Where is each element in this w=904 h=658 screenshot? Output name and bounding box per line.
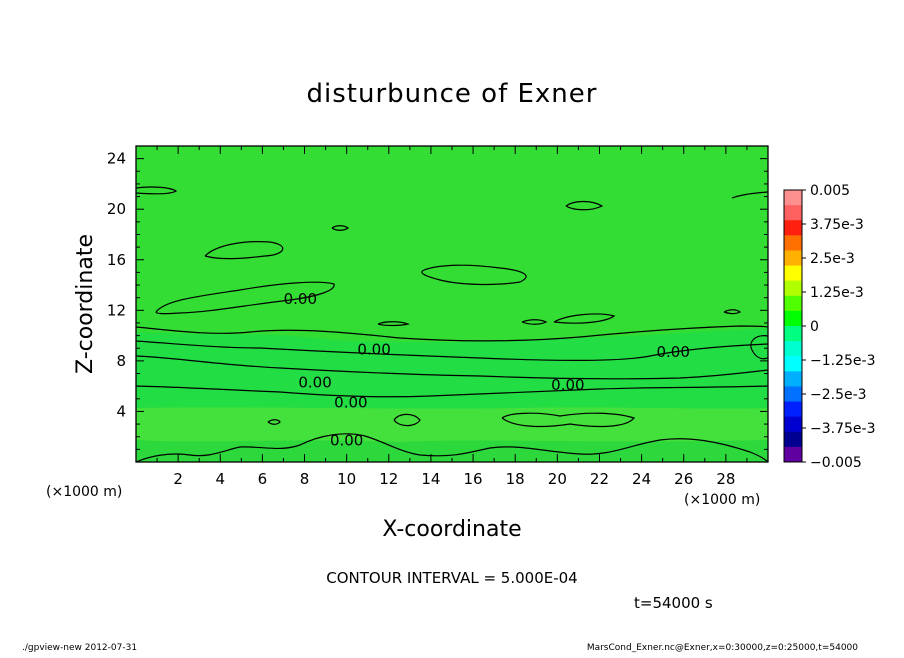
y-axis-label: Z-coordinate <box>73 234 98 374</box>
contour-label: 0.00 <box>334 394 367 412</box>
x-tick-label: 2 <box>173 470 183 488</box>
contour-line <box>723 309 742 315</box>
x-tick-label: 26 <box>674 470 693 488</box>
colorbar-swatch <box>784 341 802 357</box>
y-tick-label: 24 <box>107 150 126 168</box>
contour-label: 0.00 <box>357 341 390 359</box>
x-axis: 2 4 6 8 10 12 14 16 18 20 22 24 26 28 <box>156 146 748 488</box>
colorbar-tick-label: −2.5e-3 <box>810 387 867 403</box>
x-tick-label: 8 <box>300 470 310 488</box>
colorbar-tick-label: 0 <box>810 319 819 335</box>
contour-label: 0.00 <box>551 376 584 394</box>
x-tick-label: 14 <box>421 470 440 488</box>
x-tick-label: 4 <box>215 470 225 488</box>
footer-right: MarsCond_Exner.nc@Exner,x=0:30000,z=0:25… <box>587 643 858 653</box>
colorbar-tick-label: 1.25e-3 <box>810 285 864 301</box>
contour-line <box>136 355 768 380</box>
y-tick-label: 4 <box>116 402 126 420</box>
colorbar-swatch <box>784 190 802 206</box>
x-tick-label: 6 <box>258 470 268 488</box>
x-unit-left: (×1000 m) <box>46 484 122 500</box>
colorbar-swatch <box>784 220 802 236</box>
y-tick-label: 12 <box>107 301 126 319</box>
colorbar-swatch <box>784 446 802 463</box>
colorbar-swatch <box>784 250 802 267</box>
colorbar-tick-label: −3.75e-3 <box>810 421 875 437</box>
field-band-surface <box>136 440 768 462</box>
contour-line <box>565 200 604 211</box>
contour-lines <box>136 186 768 462</box>
contour-labels: 0.000.00 0.000.00 0.000.000.00 <box>284 290 690 450</box>
colorbar-swatch <box>784 205 802 221</box>
contour-label: 0.00 <box>298 373 331 391</box>
y-tick-label: 8 <box>116 352 126 370</box>
contour-line <box>377 321 411 327</box>
colorbar-swatch <box>784 386 802 403</box>
x-tick-label: 28 <box>716 470 735 488</box>
contour-line <box>521 319 548 325</box>
colorbar-labels: 0.005 3.75e-3 2.5e-3 1.25e-3 0 −1.25e-3 −2.5e-… <box>802 183 875 471</box>
colorbar-tick-label: −0.005 <box>810 455 862 471</box>
contour-line <box>267 419 281 425</box>
x-tick-label: 12 <box>379 470 398 488</box>
colorbar-tick-label: −1.25e-3 <box>810 353 875 369</box>
contour-line <box>393 413 421 427</box>
contour-line <box>421 264 527 286</box>
x-tick-label: 22 <box>590 470 609 488</box>
contour-line <box>731 191 768 199</box>
contour-line <box>553 313 616 324</box>
colorbar <box>784 190 802 463</box>
colorbar-swatch <box>784 265 802 282</box>
contour-label: 0.00 <box>656 343 689 361</box>
x-axis-label: X-coordinate <box>382 517 521 542</box>
colorbar-swatch <box>784 431 802 448</box>
y-tick-label: 16 <box>107 251 126 269</box>
contour-label: 0.00 <box>330 432 363 450</box>
contour-interval: CONTOUR INTERVAL = 5.000E-04 <box>326 569 577 587</box>
colorbar-swatch <box>784 326 802 342</box>
colorbar-tick-label: 3.75e-3 <box>810 217 864 233</box>
x-tick-label: 16 <box>464 470 483 488</box>
colorbar-swatch <box>784 416 802 433</box>
x-unit-right: (×1000 m) <box>684 492 760 508</box>
x-tick-label: 24 <box>632 470 651 488</box>
colorbar-swatch <box>784 356 802 372</box>
plot-area: 0.000.00 0.000.00 0.000.000.00 <box>136 146 768 462</box>
colorbar-swatch <box>784 295 802 312</box>
contour-line <box>136 340 768 361</box>
contour-line <box>155 281 335 315</box>
y-axis: 4 8 12 16 20 24 <box>107 145 768 450</box>
colorbar-swatch <box>784 401 802 418</box>
time-label: t=54000 s <box>634 594 713 612</box>
contour-line <box>204 241 284 260</box>
contour-label: 0.00 <box>284 290 317 308</box>
colorbar-swatch <box>784 310 802 327</box>
contour-line <box>136 325 768 342</box>
contour-line <box>136 186 178 195</box>
contour-line <box>136 385 768 398</box>
colorbar-swatch <box>784 371 802 387</box>
x-tick-label: 10 <box>337 470 356 488</box>
y-tick-label: 20 <box>107 200 126 218</box>
colorbar-tick-label: 0.005 <box>810 183 850 199</box>
contour-line <box>136 433 768 462</box>
x-tick-label: 20 <box>548 470 567 488</box>
colorbar-swatch <box>784 280 802 297</box>
contour-line <box>501 412 636 428</box>
contour-line <box>750 335 768 360</box>
x-tick-label: 18 <box>506 470 525 488</box>
chart-title: disturbunce of Exner <box>307 79 598 109</box>
contour-line <box>331 225 350 231</box>
colorbar-swatch <box>784 235 802 251</box>
colorbar-tick-label: 2.5e-3 <box>810 251 855 267</box>
footer-left: ./gpview-new 2012-07-31 <box>22 643 137 653</box>
